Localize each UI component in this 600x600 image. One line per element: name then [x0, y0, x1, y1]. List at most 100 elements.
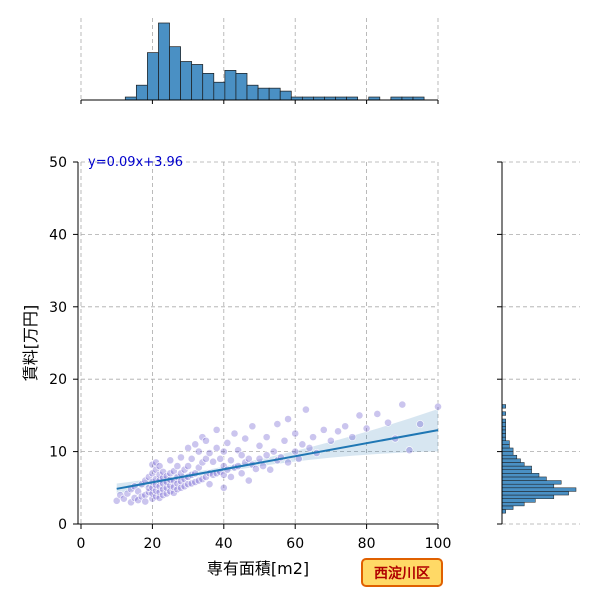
scatter-point	[284, 458, 292, 467]
scatter-point	[241, 434, 250, 443]
right-hist-bar	[501, 436, 506, 441]
scatter-point	[237, 451, 246, 460]
top-hist-bar	[246, 84, 259, 101]
right-hist-bar	[501, 465, 532, 470]
right-hist-bar	[501, 404, 506, 409]
x-axis-ticks: 0 20 40 60 80 100	[77, 524, 452, 552]
top-hist-bar	[268, 87, 281, 101]
main-gridlines	[80, 161, 439, 525]
scatter-point	[184, 444, 192, 452]
x-tick-label: 80	[358, 536, 376, 552]
scatter-point	[384, 418, 392, 427]
right-hist-bar	[501, 462, 525, 467]
scatter-point	[219, 483, 228, 492]
scatter-point	[184, 462, 192, 470]
scatter-point	[223, 439, 232, 447]
x-tick-label: 100	[425, 536, 452, 552]
top-hist-bar	[147, 52, 159, 101]
top-hist-bar	[279, 90, 292, 101]
scatter-point	[291, 429, 300, 438]
scatter-point	[252, 465, 260, 473]
right-hist-bar	[501, 418, 506, 423]
scatter-point	[244, 476, 253, 485]
y-tick-label: 10	[49, 445, 67, 461]
x-tick-label: 20	[143, 536, 161, 552]
scatter-point	[237, 469, 246, 478]
right-hist-bar	[501, 483, 555, 489]
right-hist-bar	[501, 429, 506, 434]
right-hist-bar	[501, 502, 525, 507]
right-marginal-histogram	[501, 404, 577, 514]
regression-line	[116, 429, 439, 490]
area-badge	[361, 558, 443, 587]
scatter-point	[173, 462, 182, 470]
x-tick-label: 40	[215, 536, 233, 552]
right-hist-bar	[501, 411, 506, 416]
scatter-point	[112, 496, 121, 505]
scatter-point	[216, 454, 225, 463]
scatter-point	[209, 457, 217, 466]
scatter-point	[309, 433, 317, 442]
scatter-point	[334, 427, 342, 436]
top-hist-bar	[169, 46, 181, 101]
right-hist-bar	[501, 444, 510, 449]
scatter-point	[348, 433, 357, 442]
scatter-point	[291, 447, 300, 456]
scatter-point	[284, 415, 292, 423]
y-axis-label: 賃料[万円]	[21, 305, 40, 382]
y-tick-label: 50	[49, 155, 67, 171]
y-axis-ticks: 0 10 20 30 40 50	[49, 155, 78, 533]
scatter-point	[398, 400, 407, 409]
scatter-point	[280, 436, 289, 445]
scatter-point	[266, 465, 275, 474]
regression-confidence-band	[116, 408, 438, 495]
right-hist-gridlines	[502, 161, 580, 525]
top-hist-bar	[257, 87, 270, 101]
top-hist-bar	[224, 70, 237, 101]
right-hist-bar	[501, 458, 521, 463]
right-hist-bar	[501, 433, 506, 438]
top-hist-bar	[191, 64, 204, 101]
scatter-point	[187, 454, 196, 463]
right-hist-bar	[501, 454, 518, 460]
scatter-point	[319, 425, 328, 434]
scatter-point	[177, 453, 185, 462]
right-hist-bar	[501, 473, 540, 478]
scatter-point	[191, 440, 200, 449]
right-hist-bar	[501, 494, 555, 499]
y-tick-label: 20	[49, 372, 67, 388]
scatter-point	[355, 411, 364, 420]
top-hist-bar	[213, 81, 226, 101]
scatter-point	[302, 405, 310, 414]
top-hist-bar	[235, 72, 248, 101]
top-hist-bar	[158, 22, 170, 101]
right-hist-ticks	[497, 161, 502, 525]
scatter-point	[219, 447, 228, 456]
right-hist-bar	[501, 476, 547, 481]
scatter-point	[416, 420, 425, 428]
area-badge-label: 西淀川区	[374, 565, 430, 582]
scatter-point	[166, 456, 175, 465]
scatter-point	[202, 436, 210, 445]
right-hist-bar	[501, 469, 532, 474]
scatter-point	[305, 444, 314, 452]
scatter-point	[326, 436, 335, 445]
right-hist-bar	[501, 505, 514, 510]
top-hist-bar	[180, 61, 193, 101]
scatter-point	[248, 422, 257, 431]
regression-line-path	[116, 429, 439, 490]
scatter-point	[434, 402, 442, 411]
scatter-point	[202, 454, 210, 463]
scatter-point	[212, 444, 221, 452]
y-tick-label: 40	[49, 227, 67, 243]
top-hist-bar	[202, 72, 215, 101]
scatter-point	[244, 454, 253, 463]
right-hist-bar	[501, 487, 577, 492]
right-hist-bar	[501, 451, 514, 456]
scatter-point	[205, 449, 214, 457]
top-hist-bar	[135, 84, 148, 101]
scatter-point	[362, 424, 371, 433]
scatter-point	[205, 480, 214, 489]
scatter-point	[341, 422, 350, 431]
